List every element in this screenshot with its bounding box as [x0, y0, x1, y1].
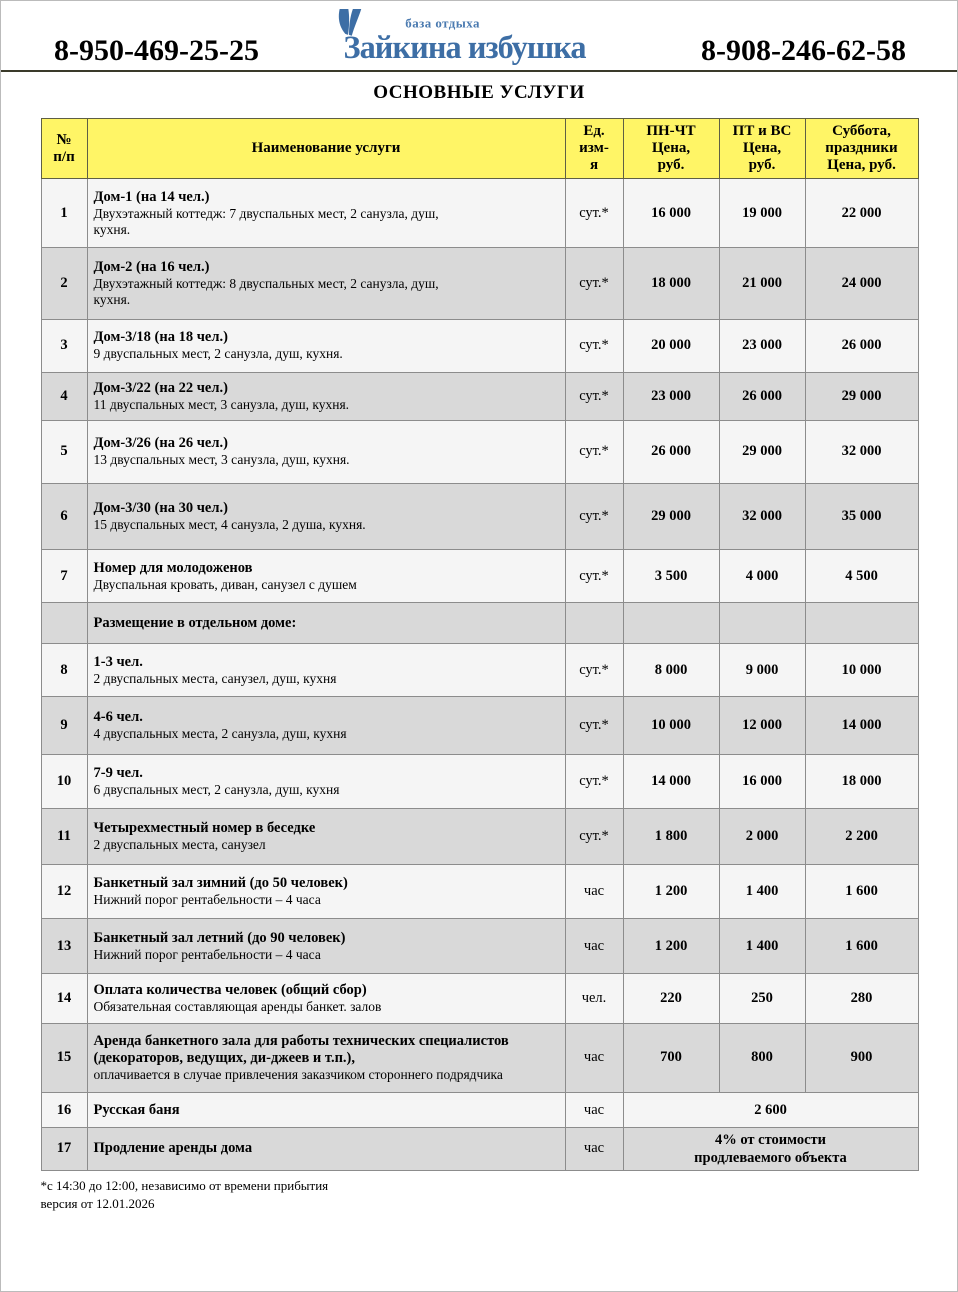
svg-text:Зайкина избушка: Зайкина избушка: [343, 29, 586, 65]
